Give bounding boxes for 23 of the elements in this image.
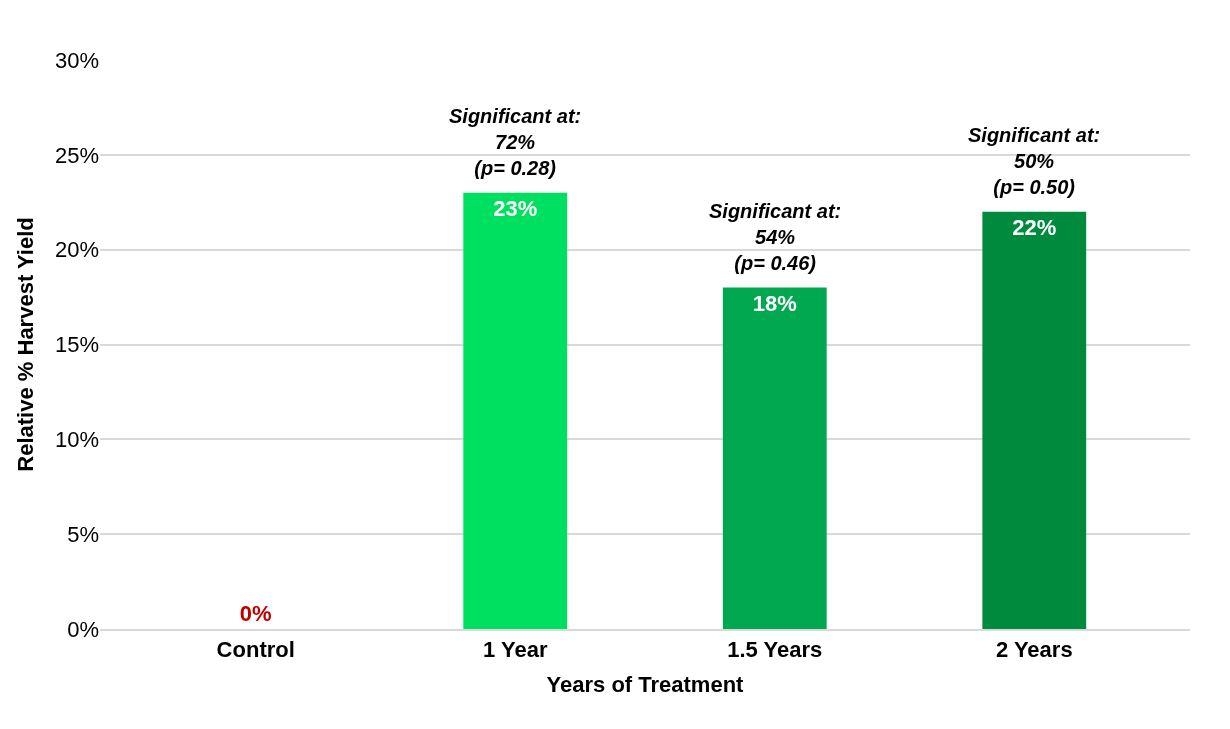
- x-tick-label: 1 Year: [483, 637, 548, 663]
- y-tick-label: 0%: [67, 616, 99, 642]
- data-label: 0%: [239, 601, 272, 626]
- data-label: 22%: [1012, 214, 1057, 240]
- y-tick-label: 5%: [67, 521, 99, 547]
- data-label: 23%: [493, 195, 538, 221]
- bar: [463, 192, 568, 629]
- x-tick-label: 1.5 Years: [727, 637, 823, 663]
- annotation: Significant at: 72% (p= 0.28): [449, 105, 582, 179]
- x-tick-label: Control: [216, 637, 295, 663]
- x-tick-label: 2 Years: [995, 637, 1073, 663]
- bar: [722, 287, 827, 629]
- y-axis-title: Relative % Harvest Yield: [12, 217, 38, 472]
- y-tick-label: 25%: [54, 142, 99, 168]
- y-tick-label: 15%: [54, 332, 99, 358]
- x-axis-title: Years of Treatment: [546, 671, 745, 697]
- y-tick-label: 10%: [54, 427, 99, 453]
- y-tick-label: 20%: [54, 237, 99, 263]
- y-tick-label: 30%: [54, 47, 99, 73]
- annotation: Significant at: 54% (p= 0.46): [709, 200, 842, 274]
- bar: [982, 211, 1087, 629]
- annotation: Significant at: 50% (p= 0.50): [968, 124, 1101, 198]
- data-label: 18%: [752, 290, 797, 316]
